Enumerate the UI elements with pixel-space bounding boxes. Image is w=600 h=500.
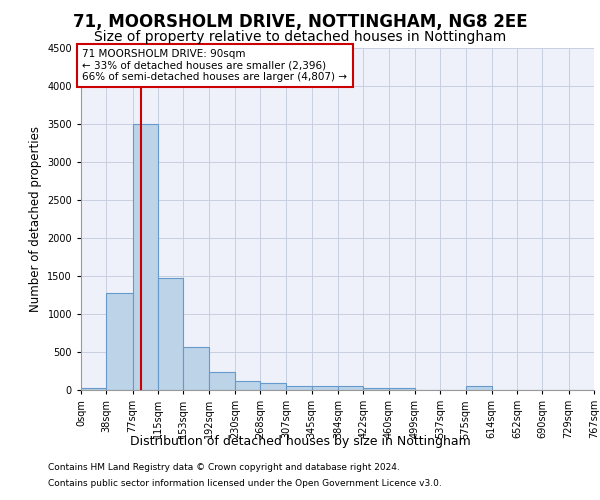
Text: 71, MOORSHOLM DRIVE, NOTTINGHAM, NG8 2EE: 71, MOORSHOLM DRIVE, NOTTINGHAM, NG8 2EE [73, 12, 527, 30]
Bar [184, 346, 209, 390]
Bar [466, 386, 491, 390]
Bar [260, 383, 286, 390]
Bar [81, 388, 106, 390]
Bar [133, 124, 158, 390]
Bar [158, 278, 184, 390]
Bar [286, 386, 312, 390]
Bar [106, 294, 133, 390]
Text: Distribution of detached houses by size in Nottingham: Distribution of detached houses by size … [130, 434, 470, 448]
Bar [389, 388, 415, 390]
Text: Size of property relative to detached houses in Nottingham: Size of property relative to detached ho… [94, 30, 506, 44]
Bar [209, 372, 235, 390]
Bar [338, 386, 363, 390]
Bar [312, 386, 338, 390]
Text: Contains HM Land Registry data © Crown copyright and database right 2024.: Contains HM Land Registry data © Crown c… [48, 464, 400, 472]
Text: 71 MOORSHOLM DRIVE: 90sqm
← 33% of detached houses are smaller (2,396)
66% of se: 71 MOORSHOLM DRIVE: 90sqm ← 33% of detac… [82, 49, 347, 82]
Y-axis label: Number of detached properties: Number of detached properties [29, 126, 41, 312]
Text: Contains public sector information licensed under the Open Government Licence v3: Contains public sector information licen… [48, 478, 442, 488]
Bar [363, 388, 389, 390]
Bar [235, 381, 260, 390]
